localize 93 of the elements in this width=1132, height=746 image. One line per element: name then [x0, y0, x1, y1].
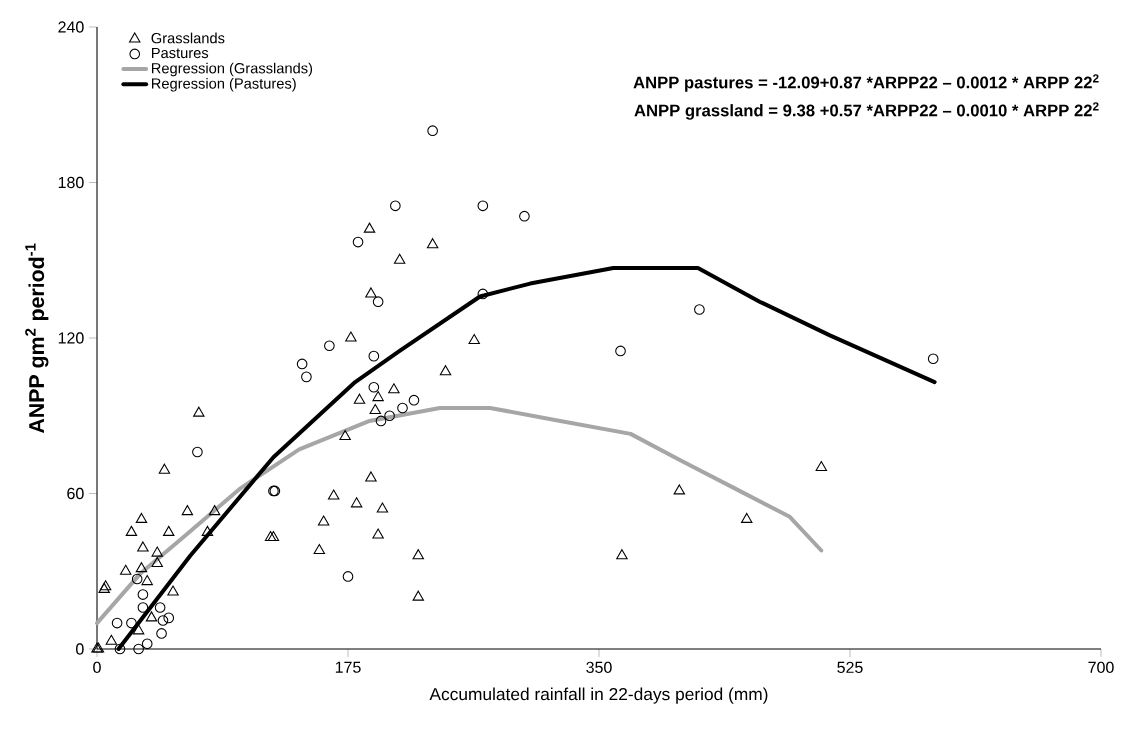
point	[111, 617, 123, 629]
point	[375, 415, 387, 427]
point	[615, 345, 626, 357]
point	[137, 541, 149, 552]
point	[137, 602, 149, 613]
point	[339, 429, 351, 441]
point	[468, 334, 480, 345]
point	[519, 210, 530, 222]
y-tick-label: 0	[76, 643, 84, 655]
point	[477, 200, 489, 212]
x-tick-label: 0	[93, 661, 101, 674]
y-tick-label: 120	[58, 332, 84, 344]
point	[390, 200, 401, 212]
point	[167, 585, 179, 596]
point	[815, 461, 828, 472]
point	[477, 288, 489, 300]
x-tick-label: 700	[1088, 661, 1114, 674]
point	[412, 590, 425, 601]
point	[927, 353, 939, 365]
point	[301, 371, 312, 383]
point	[372, 296, 384, 308]
point	[137, 589, 149, 600]
point	[694, 304, 705, 315]
line-series	[95, 405, 824, 626]
point	[352, 236, 364, 248]
point	[412, 549, 425, 560]
point	[193, 406, 205, 417]
y-tick-label: 180	[58, 176, 84, 189]
y-tick-label: 240	[58, 21, 84, 33]
point	[208, 505, 221, 516]
point	[363, 222, 376, 233]
point	[372, 391, 384, 402]
point	[135, 512, 148, 523]
point	[151, 546, 163, 557]
point	[342, 571, 354, 582]
point	[408, 394, 420, 406]
point	[313, 543, 326, 555]
point	[616, 549, 628, 560]
point	[154, 602, 166, 613]
point	[157, 615, 169, 626]
point	[427, 125, 438, 136]
y-tick-label: 60	[67, 487, 84, 500]
text: ANPP gm$^{2}$ period$^{-1}$	[25, 243, 49, 434]
point	[376, 502, 389, 513]
point	[350, 497, 363, 508]
point	[365, 287, 377, 298]
annotation: ANPP grassland = 9.38 +0.57 *ARPP22 – 0.0010 * ARPP 22$^{2}$	[634, 102, 1099, 120]
legend-label: Regression (Grasslands)	[152, 62, 313, 77]
x-tick-label: 175	[335, 661, 361, 673]
point	[181, 505, 194, 516]
point	[365, 471, 377, 482]
point	[426, 238, 439, 249]
x-axis-title: Accumulated rainfall in 22-days period (mm)	[429, 687, 768, 704]
point	[368, 381, 380, 393]
legend-label: Pastures	[152, 47, 209, 59]
point	[439, 365, 452, 376]
point	[141, 638, 153, 650]
point	[345, 331, 357, 342]
point	[369, 404, 381, 415]
point	[673, 484, 686, 495]
point	[397, 402, 408, 414]
point	[192, 446, 203, 458]
point	[741, 512, 753, 523]
point	[133, 643, 144, 655]
point	[296, 358, 308, 370]
point	[125, 525, 138, 536]
point	[156, 628, 167, 639]
point	[201, 525, 214, 536]
point	[317, 515, 330, 526]
point	[119, 564, 132, 575]
point	[135, 562, 148, 573]
annotation: ANPP pastures = -12.09+0.87 *ARPP22 – 0.0012 * ARPP 22$^{2}$	[633, 74, 1099, 92]
point	[158, 463, 171, 474]
point	[324, 340, 335, 352]
point	[141, 575, 153, 586]
legend-label: Regression (Pastures)	[152, 77, 296, 92]
point	[162, 525, 175, 536]
point	[384, 410, 395, 422]
point	[393, 253, 406, 264]
point	[145, 611, 158, 622]
point	[131, 573, 143, 585]
x-tick-label: 525	[837, 661, 863, 674]
point	[372, 528, 384, 539]
x-tick-label: 350	[586, 661, 612, 674]
point	[353, 393, 366, 404]
point	[151, 556, 163, 567]
point	[388, 383, 400, 394]
point	[105, 634, 118, 645]
point	[368, 350, 380, 362]
legend-label: Grasslands	[151, 32, 225, 44]
point	[327, 489, 340, 500]
point	[163, 612, 175, 624]
point	[114, 643, 126, 655]
